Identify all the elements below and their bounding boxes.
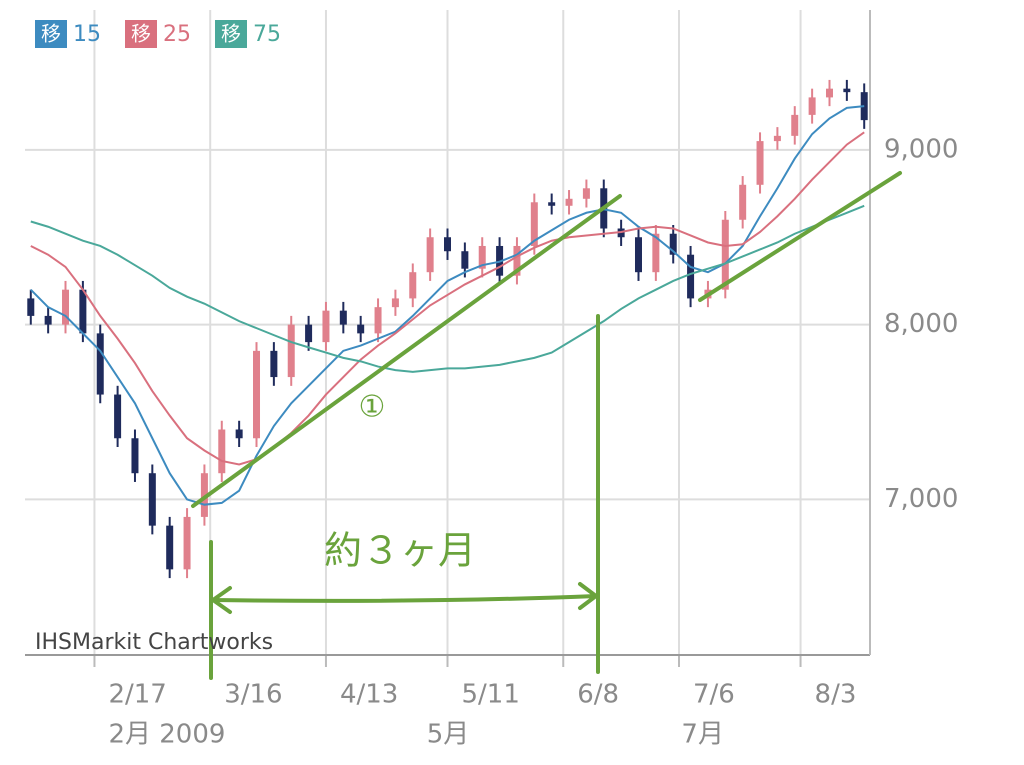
candle-body [339,310,347,325]
legend-badge-text: 移 [221,22,241,46]
annotation: 約３ヶ月 [324,529,476,573]
candle-body [756,141,764,185]
moving-average-line [30,131,865,466]
legend-badge [215,20,247,48]
candle-body [478,245,486,269]
candle-body [270,350,278,378]
y-tick-label: 9,000 [884,134,958,164]
candle-body [825,88,833,98]
x-tick-label: 4/13 [340,680,398,710]
x-tick-label: 6/8 [577,680,619,710]
candle-body [634,237,642,273]
candle-body [721,219,729,290]
candle-body [739,184,747,220]
x-tick-label: 8/3 [815,680,857,710]
candle-body [62,289,70,325]
watermark: IHSMarkit Chartworks [35,630,273,655]
user-annotations [191,171,902,680]
candle-body [652,233,660,273]
candle-body [114,394,122,439]
legend-badge [35,20,67,48]
candle-body [391,298,399,308]
candle-body [791,114,799,136]
plot: 7,000 8,000 9,000 2/17 3/16 4/13 5/11 6/8 7/6 8/3… [25,10,958,750]
candle-body [669,233,677,255]
candle-body [166,525,174,570]
month-label: 5月 [427,720,470,750]
candle-body [565,198,573,206]
candle-body [183,516,191,570]
x-tick-label: 2/17 [108,680,166,710]
legend-badge-text: 移 [41,22,61,46]
candle-body [409,272,417,299]
annotation: ① [359,390,386,425]
candle-body [773,135,781,142]
candle-body [357,324,365,334]
candle-body [374,307,382,334]
candle-body [44,315,52,325]
candle-body [96,333,104,395]
candle-body [843,88,851,93]
legend-label: 75 [253,22,281,47]
candle-body [131,438,139,474]
candle-body [253,350,261,439]
candle-body [305,324,313,343]
legend-badge-text: 移 [131,22,151,46]
candle-body [218,429,226,474]
candle-body [235,429,243,439]
moving-average-line [30,204,865,373]
x-tick-label: 5/11 [462,680,520,710]
candle-body [444,237,451,252]
y-tick-label: 7,000 [884,484,958,514]
x-tick-label: 7/6 [693,680,735,710]
candle-body [582,188,590,199]
candle-body [530,202,538,246]
trend-line [191,194,622,508]
candle-body [322,310,330,343]
candle-body [27,298,35,316]
candle-body [287,324,295,378]
candle-body [426,237,434,273]
candle-body [79,289,87,334]
legend-badge [125,20,157,48]
legend-label: 25 [163,22,191,47]
month-label: 2月 2009 [108,720,225,750]
x-tick-label: 3/16 [224,680,282,710]
candle-body [687,254,695,299]
span-arrow [209,582,600,614]
candle-body [200,473,208,517]
month-label: 7月 [681,720,724,750]
candle-body [148,473,156,526]
trend-line [698,171,902,302]
candle-body [548,202,556,206]
y-tick-label: 8,000 [884,309,958,339]
candle-body [461,251,469,269]
candle-body [808,97,816,115]
legend-label: 15 [73,22,101,47]
candle-body [513,245,521,276]
